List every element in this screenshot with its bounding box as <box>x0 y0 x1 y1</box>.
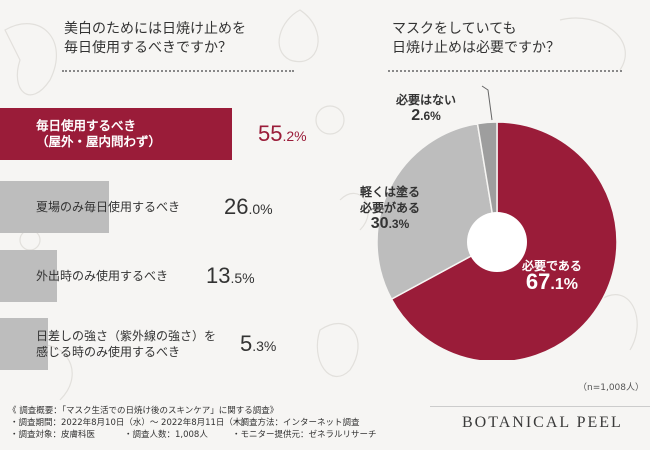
pie-slice-label: 必要である 67.1% <box>522 259 582 294</box>
bar-row: 日差しの強さ（紫外線の強さ）を 感じる時のみ使用するべき 5.3% <box>0 318 380 370</box>
sample-size-note: （n=1,008人） <box>578 383 645 393</box>
left-dotted-divider <box>62 70 294 72</box>
bar-value-label: 26.0% <box>224 194 273 219</box>
bar <box>0 318 48 370</box>
bar-row: 夏場のみ毎日使用するべき 26.0% <box>0 181 380 233</box>
bar <box>0 250 57 302</box>
footer-method: ・調査方法：インターネット調査 <box>232 418 360 428</box>
survey-footer: 《 調査概要：「マスク生活での日焼け後のスキンケア」に関する調査》 ・調査期間：… <box>0 404 650 450</box>
bar-category-label: 夏場のみ毎日使用するべき <box>36 200 181 214</box>
pie-slice-label: 必要はない 2.6% <box>396 93 457 124</box>
left-question-line2: 毎日使用するべきですか？ <box>64 40 232 56</box>
bar-row: 外出時のみ使用するべき 13.5% <box>0 250 380 302</box>
right-question-title: マスクをしていても 日焼け止めは必要ですか？ <box>392 20 622 58</box>
brand-logo: BOTANICAL PEEL <box>462 414 623 431</box>
pie-slice <box>476 121 498 243</box>
footer-period: ・調査期間：2022年8月10日（水）～ 2022年8月11日（木） <box>10 418 250 428</box>
right-question-line1: マスクをしていても <box>392 21 517 37</box>
bar <box>0 181 110 233</box>
footer-count: ・調査人数：1,008人 <box>124 430 208 440</box>
donut-hole <box>467 212 527 272</box>
bar-category-label: 外出時のみ使用するべき <box>36 269 169 283</box>
bar-value-label: 5.3% <box>240 331 277 356</box>
donut-svg <box>376 85 618 363</box>
bar <box>0 108 232 160</box>
bar-category-label: 日差しの強さ（紫外線の強さ）を 感じる時のみ使用するべき <box>36 329 217 359</box>
brand-divider <box>430 406 650 407</box>
pie-slice-label: 軽くは塗る 必要がある 30.3% <box>360 185 421 232</box>
leader-line <box>481 85 493 121</box>
bar-row: 毎日使用するべき （屋外・屋内問わず） 55.2% <box>0 108 380 160</box>
bar-value-label: 55.2% <box>258 121 307 146</box>
bar-value-label: 13.5% <box>206 263 255 288</box>
right-question-line2: 日焼け止めは必要ですか？ <box>392 40 560 56</box>
footer-survey-title: 《 調査概要：「マスク生活での日焼け後のスキンケア」に関する調査》 <box>8 406 279 416</box>
footer-target: ・調査対象：皮膚科医 <box>10 430 96 440</box>
left-question-title: 美白のためには日焼け止めを 毎日使用するべきですか？ <box>64 20 304 58</box>
bar-category-label: 毎日使用するべき （屋外・屋内問わず） <box>36 118 162 149</box>
right-dotted-divider <box>388 70 622 72</box>
footer-provider: ・モニター提供元：ゼネラルリサーチ <box>232 430 377 440</box>
pie-slice <box>376 122 498 301</box>
donut-chart <box>370 80 640 363</box>
left-question-line1: 美白のためには日焼け止めを <box>64 21 246 37</box>
